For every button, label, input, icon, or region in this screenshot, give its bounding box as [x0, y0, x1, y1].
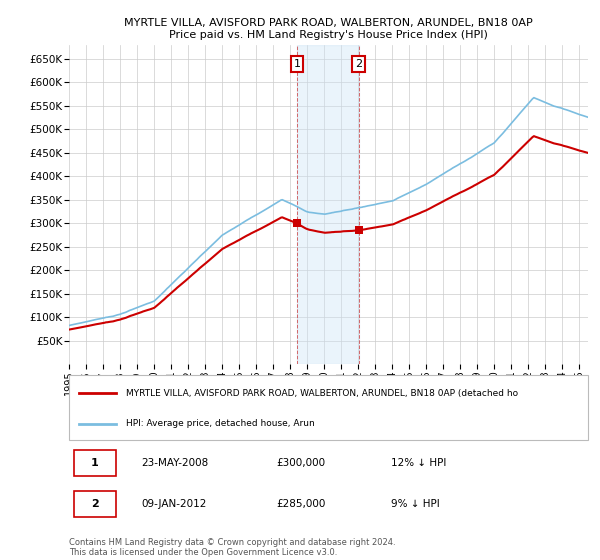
Text: 23-MAY-2008: 23-MAY-2008 — [142, 458, 209, 468]
Text: 2: 2 — [355, 59, 362, 69]
Text: 1: 1 — [91, 458, 99, 468]
Text: £285,000: £285,000 — [277, 498, 326, 508]
Text: 2: 2 — [91, 498, 99, 508]
Text: MYRTLE VILLA, AVISFORD PARK ROAD, WALBERTON, ARUNDEL, BN18 0AP (detached ho: MYRTLE VILLA, AVISFORD PARK ROAD, WALBER… — [126, 389, 518, 398]
Text: HPI: Average price, detached house, Arun: HPI: Average price, detached house, Arun — [126, 419, 315, 428]
Text: 12% ↓ HPI: 12% ↓ HPI — [391, 458, 446, 468]
Bar — [297, 45, 359, 364]
Text: 9% ↓ HPI: 9% ↓ HPI — [391, 498, 440, 508]
Text: £300,000: £300,000 — [277, 458, 326, 468]
Text: Contains HM Land Registry data © Crown copyright and database right 2024.
This d: Contains HM Land Registry data © Crown c… — [69, 538, 395, 557]
Text: 1: 1 — [293, 59, 301, 69]
FancyBboxPatch shape — [74, 450, 116, 476]
Title: MYRTLE VILLA, AVISFORD PARK ROAD, WALBERTON, ARUNDEL, BN18 0AP
Price paid vs. HM: MYRTLE VILLA, AVISFORD PARK ROAD, WALBER… — [124, 18, 533, 40]
FancyBboxPatch shape — [69, 375, 588, 440]
Text: 09-JAN-2012: 09-JAN-2012 — [142, 498, 207, 508]
FancyBboxPatch shape — [74, 491, 116, 517]
